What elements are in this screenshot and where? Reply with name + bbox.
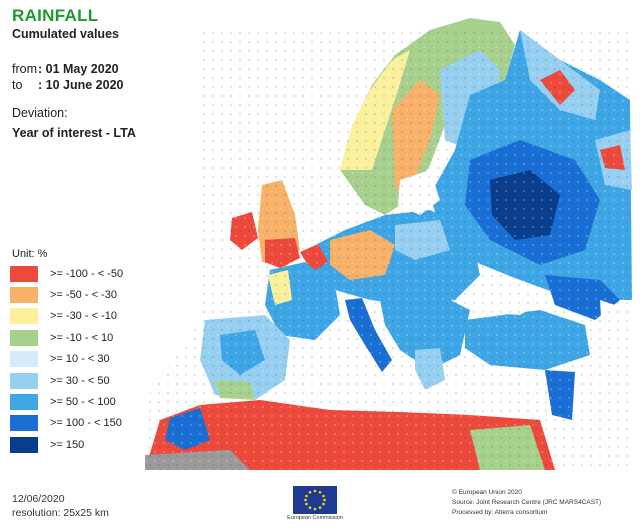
legend-item: >= 150	[10, 434, 123, 455]
legend-label: >= 150	[50, 438, 85, 451]
legend-item: >= 30 - < 50	[10, 370, 123, 391]
legend-swatch	[10, 436, 38, 453]
credit-processed: Processed by: Alterra consortium	[452, 509, 548, 516]
legend-label: >= -10 - < 10	[50, 331, 114, 344]
from-value: : 01 May 2020	[38, 62, 119, 76]
legend-label: >= 50 - < 100	[50, 396, 116, 409]
legend-swatch	[10, 372, 38, 389]
legend-label: >= -100 - < -50	[50, 267, 124, 280]
legend-label: >= 100 - < 150	[50, 417, 122, 430]
map-subtitle: Cumulated values	[12, 27, 119, 41]
legend-swatch	[10, 329, 38, 346]
to-value: : 10 June 2020	[38, 78, 124, 92]
legend-item: >= -100 - < -50	[10, 263, 123, 284]
legend-label: >= -50 - < -30	[50, 289, 117, 302]
map-legend: Unit: % >= -100 - < -50 >= -50 - < -30 >= …	[10, 246, 128, 460]
legend-swatch	[10, 287, 38, 304]
legend-unit: Unit: %	[12, 248, 48, 260]
map-date: 12/06/2020	[12, 493, 65, 505]
legend-item: >= -50 - < -30	[10, 284, 123, 305]
legend-items: >= -100 - < -50 >= -50 - < -30 >= -30 - < …	[10, 263, 123, 456]
period-from: from: 01 May 2020	[12, 62, 119, 76]
legend-label: >= 30 - < 50	[50, 374, 110, 387]
legend-swatch	[10, 394, 38, 411]
deviation-label: Deviation:	[12, 106, 68, 120]
to-label: to	[12, 78, 23, 92]
deviation-value: Year of interest - LTA	[12, 126, 136, 140]
credit-source: Source: Joint Research Centre (JRC MARS4…	[452, 499, 602, 506]
logo-text: European Commission	[287, 515, 343, 521]
legend-swatch	[10, 265, 38, 282]
legend-swatch	[10, 351, 38, 368]
legend-item: >= -30 - < -10	[10, 306, 123, 327]
eu-flag-icon	[293, 486, 337, 514]
map-resolution: resolution: 25x25 km	[12, 507, 109, 519]
map-title: RAINFALL	[12, 6, 99, 25]
from-label: from	[12, 62, 37, 76]
legend-label: >= 10 - < 30	[50, 353, 110, 366]
legend-swatch	[10, 415, 38, 432]
period-to: to : 10 June 2020	[12, 78, 123, 92]
european-commission-logo: European Commission	[285, 484, 345, 524]
legend-item: >= 50 - < 100	[10, 391, 123, 412]
credits: © European Union 2020 Source: Joint Rese…	[452, 488, 601, 518]
legend-item: >= 100 - < 150	[10, 413, 123, 434]
legend-item: >= 10 - < 30	[10, 349, 123, 370]
legend-label: >= -30 - < -10	[50, 310, 117, 323]
map-texture	[145, 30, 632, 470]
legend-swatch	[10, 308, 38, 325]
legend-item: >= -10 - < 10	[10, 327, 123, 348]
credit-copyright: © European Union 2020	[452, 489, 522, 496]
